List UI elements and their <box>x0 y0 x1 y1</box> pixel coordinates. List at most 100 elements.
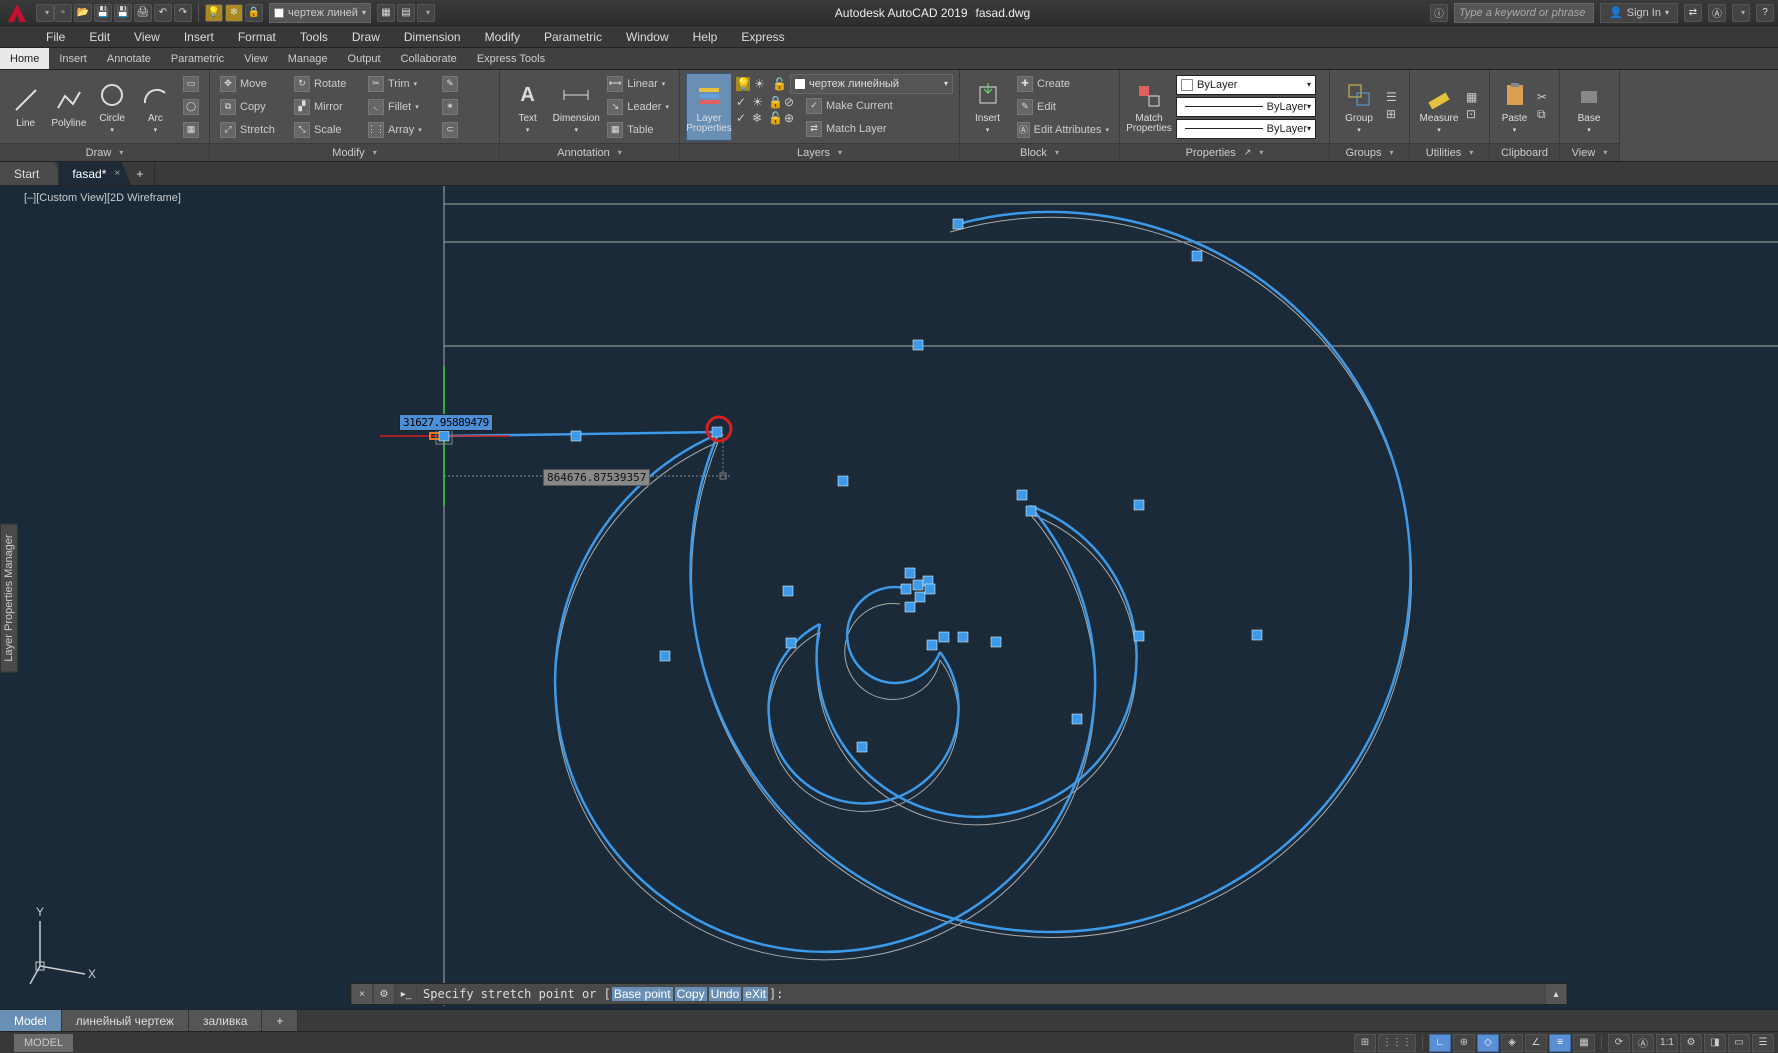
cmd-config-icon[interactable]: ⚙ <box>374 984 394 1004</box>
status-snap-icon[interactable]: ⋮⋮⋮ <box>1378 1034 1416 1052</box>
panel-title-draw[interactable]: Draw <box>0 143 209 161</box>
grip[interactable] <box>1134 631 1144 641</box>
sun-icon[interactable]: ☀ <box>754 77 768 91</box>
status-cycling-icon[interactable]: ⟳ <box>1608 1034 1630 1052</box>
status-osnap-icon[interactable]: ◇ <box>1477 1034 1499 1052</box>
layout-tab-2[interactable]: заливка <box>189 1010 262 1031</box>
layout-tab-1[interactable]: линейный чертеж <box>62 1010 189 1031</box>
grip[interactable] <box>958 632 968 642</box>
grip[interactable] <box>905 602 915 612</box>
ribbon-tab-manage[interactable]: Manage <box>278 48 338 69</box>
panel-title-utilities[interactable]: Utilities <box>1410 143 1489 161</box>
status-scale[interactable]: 1:1 <box>1656 1034 1678 1052</box>
grip[interactable] <box>901 584 911 594</box>
status-ortho-icon[interactable]: ∟ <box>1429 1034 1451 1052</box>
qat-save-icon[interactable]: 💾 <box>94 4 112 22</box>
make-current-button[interactable]: ✓Make Current <box>802 95 897 117</box>
grip[interactable] <box>915 592 925 602</box>
grip[interactable] <box>712 427 722 437</box>
arc-button[interactable]: Arc▾ <box>136 73 175 141</box>
grip[interactable] <box>1017 490 1027 500</box>
base-view-button[interactable]: Base▾ <box>1566 73 1612 141</box>
offset-button[interactable]: ⊂ <box>438 119 462 141</box>
hatch-button[interactable]: ▦ <box>179 119 203 141</box>
grip[interactable] <box>838 476 848 486</box>
linear-button[interactable]: ⟷Linear▾ <box>603 73 673 95</box>
grip[interactable] <box>939 632 949 642</box>
insert-button[interactable]: Insert▾ <box>966 73 1009 141</box>
menu-draw[interactable]: Draw <box>340 26 392 47</box>
grip[interactable] <box>913 580 923 590</box>
status-custom-icon[interactable]: ☰ <box>1752 1034 1774 1052</box>
explode-button[interactable]: ✶ <box>438 96 462 118</box>
copy-button[interactable]: ⧉Copy <box>216 96 286 118</box>
search-input[interactable]: Type a keyword or phrase <box>1454 3 1594 23</box>
panel-title-modify[interactable]: Modify <box>210 143 499 161</box>
panel-title-properties[interactable]: Properties↗ <box>1120 143 1329 161</box>
help-dropdown[interactable] <box>1732 4 1750 22</box>
paste-button[interactable]: Paste▾ <box>1496 73 1533 141</box>
ellipse-button[interactable]: ◯ <box>179 96 203 118</box>
grip[interactable] <box>439 431 449 441</box>
menu-express[interactable]: Express <box>729 26 796 47</box>
measure-button[interactable]: Measure▾ <box>1416 73 1462 141</box>
menu-edit[interactable]: Edit <box>77 26 122 47</box>
match-layer-button[interactable]: ⇄Match Layer <box>802 118 897 140</box>
qat-extra2-icon[interactable]: ▤ <box>397 4 415 22</box>
grip[interactable] <box>857 742 867 752</box>
grip[interactable] <box>1134 500 1144 510</box>
dimension-button[interactable]: Dimension▾ <box>553 73 599 141</box>
layer-tool-icon[interactable]: ✓ <box>736 95 752 111</box>
drawing-canvas[interactable]: Layer Properties Manager [–][Custom View… <box>0 186 1778 1009</box>
status-3dosnap-icon[interactable]: ◈ <box>1501 1034 1523 1052</box>
status-iso-icon[interactable]: ◨ <box>1704 1034 1726 1052</box>
status-lwt-icon[interactable]: ≡ <box>1549 1034 1571 1052</box>
layer-properties-button[interactable]: Layer Properties <box>686 73 732 141</box>
grip[interactable] <box>905 568 915 578</box>
ribbon-tab-parametric[interactable]: Parametric <box>161 48 234 69</box>
grip[interactable] <box>927 640 937 650</box>
panel-title-view[interactable]: View <box>1560 143 1619 161</box>
qat-undo-icon[interactable]: ↶ <box>154 4 172 22</box>
app-logo[interactable] <box>4 0 30 26</box>
status-transparency-icon[interactable]: ▦ <box>1573 1034 1595 1052</box>
array-button[interactable]: ⋮⋮Array▾ <box>364 119 434 141</box>
info-icon[interactable]: ⓘ <box>1430 4 1448 22</box>
grip[interactable] <box>913 340 923 350</box>
current-layer-dropdown[interactable]: чертеж линейный▾ <box>790 74 953 94</box>
status-otrack-icon[interactable]: ∠ <box>1525 1034 1547 1052</box>
ribbon-tab-insert[interactable]: Insert <box>49 48 97 69</box>
app-store-icon[interactable]: Ⓐ <box>1708 4 1726 22</box>
move-button[interactable]: ✥Move <box>216 73 286 95</box>
layer-state-icon[interactable]: 💡 <box>205 4 223 22</box>
stretch-button[interactable]: ⤢Stretch <box>216 119 286 141</box>
layout-tab-add[interactable]: + <box>262 1010 298 1031</box>
grip[interactable] <box>991 637 1001 647</box>
command-text[interactable]: Specify stretch point or [Base point Cop… <box>417 984 1545 1004</box>
help-icon[interactable]: ? <box>1756 4 1774 22</box>
grip[interactable] <box>953 219 963 229</box>
erase-button[interactable]: ✎ <box>438 73 462 95</box>
menu-parametric[interactable]: Parametric <box>532 26 614 47</box>
lineweight-dropdown[interactable]: ByLayer▾ <box>1176 97 1316 117</box>
linetype-dropdown[interactable]: ByLayer▾ <box>1176 119 1316 139</box>
qat-open-icon[interactable]: 📂 <box>74 4 92 22</box>
ribbon-tab-output[interactable]: Output <box>338 48 391 69</box>
status-clean-icon[interactable]: ▭ <box>1728 1034 1750 1052</box>
signin-button[interactable]: 👤 Sign In▾ <box>1600 3 1678 23</box>
ribbon-tab-collaborate[interactable]: Collaborate <box>391 48 467 69</box>
panel-title-annotation[interactable]: Annotation <box>500 143 679 161</box>
menu-modify[interactable]: Modify <box>473 26 532 47</box>
status-model[interactable]: MODEL <box>14 1034 73 1052</box>
trim-button[interactable]: ✂Trim▾ <box>364 73 434 95</box>
grip[interactable] <box>783 586 793 596</box>
panel-title-groups[interactable]: Groups <box>1330 143 1409 161</box>
menu-tools[interactable]: Tools <box>288 26 340 47</box>
ribbon-tab-express-tools[interactable]: Express Tools <box>467 48 555 69</box>
menu-window[interactable]: Window <box>614 26 681 47</box>
ribbon-tab-view[interactable]: View <box>234 48 278 69</box>
grip[interactable] <box>1192 251 1202 261</box>
exchange-icon[interactable]: ⇄ <box>1684 4 1702 22</box>
layout-tab-0[interactable]: Model <box>0 1010 62 1031</box>
qat-new-icon[interactable]: ▫ <box>54 4 72 22</box>
